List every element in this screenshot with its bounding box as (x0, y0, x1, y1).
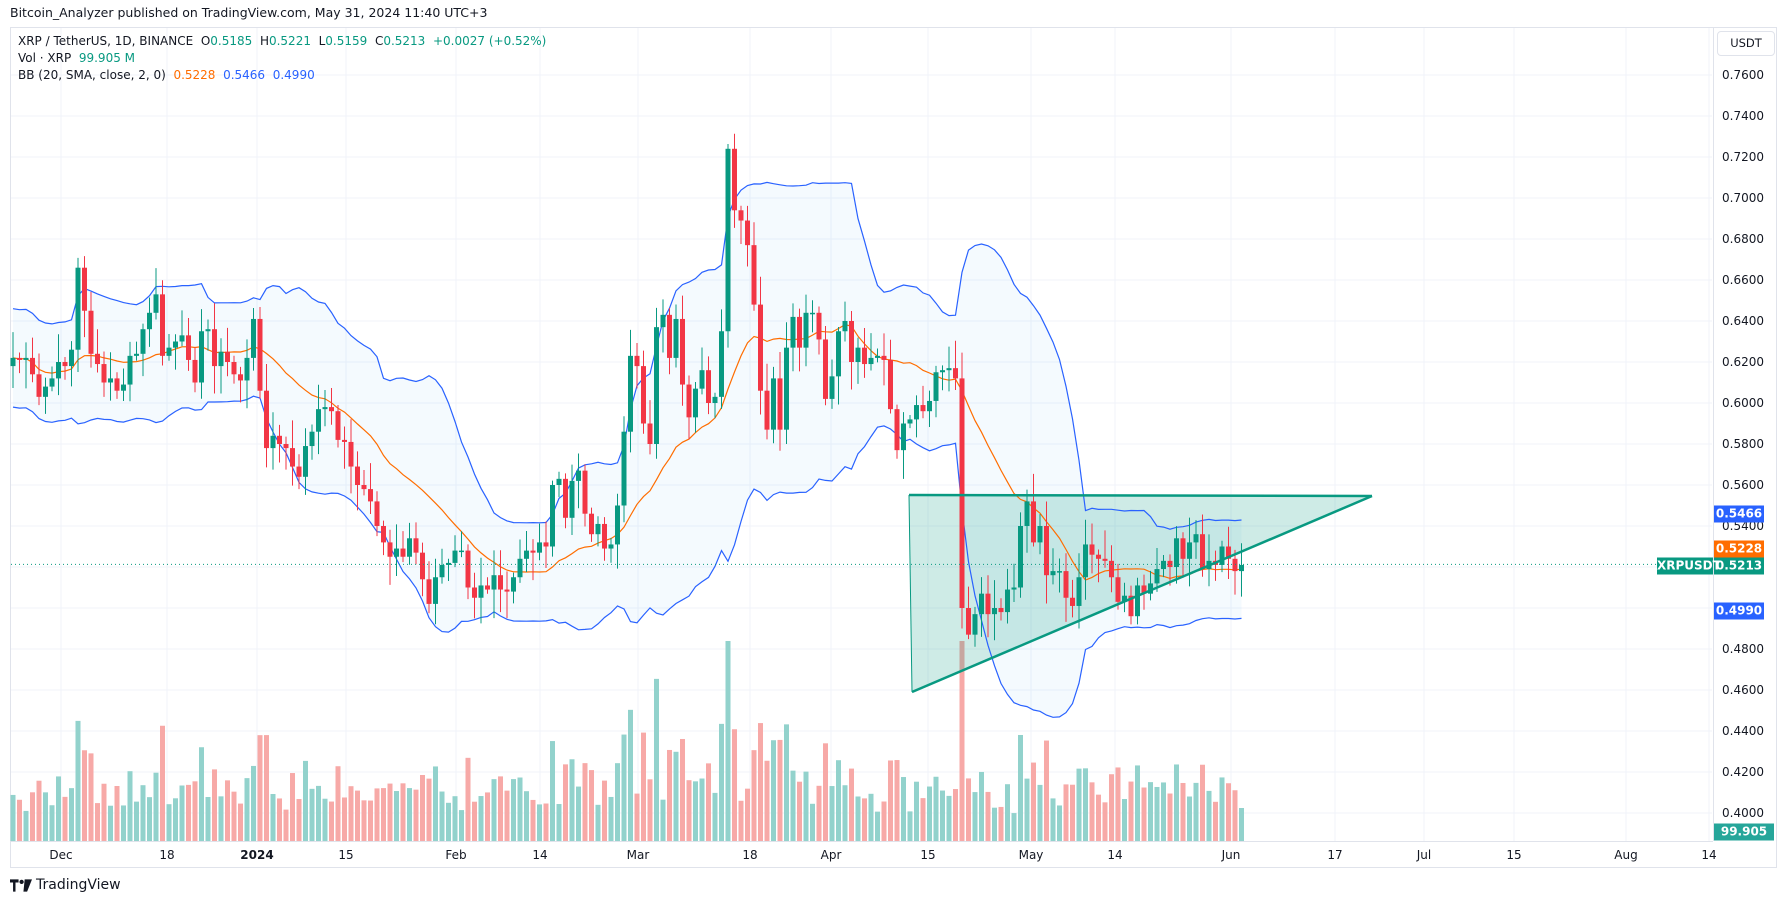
price-axis[interactable] (1713, 28, 1778, 841)
tradingview-logo[interactable]: TradingView (10, 877, 121, 893)
time-tick: 2024 (240, 848, 274, 862)
legend-low: 0.5159 (325, 34, 368, 48)
symbol-price-tag: XRPUSDT (1657, 557, 1721, 575)
legend-high: 0.5221 (268, 34, 311, 48)
last-price-tag: 0.5213 (1714, 557, 1764, 575)
time-tick: Feb (445, 848, 467, 862)
time-tick: 17 (1327, 848, 1343, 862)
time-tick: Aug (1614, 848, 1638, 862)
legend-bb-basis: 0.5228 (173, 68, 216, 82)
time-tick: May (1018, 848, 1044, 862)
price-tick: 0.5800 (1722, 437, 1764, 451)
legend-symbol[interactable]: XRP / TetherUS, 1D, BINANCE (18, 34, 194, 48)
price-tick: 0.6400 (1722, 314, 1764, 328)
price-tick: 0.6000 (1722, 396, 1764, 410)
legend-volume-value: 99.905 M (78, 51, 135, 65)
time-axis[interactable] (10, 841, 1713, 869)
price-tick: 0.4800 (1722, 642, 1764, 656)
chart-frame (10, 27, 1777, 868)
time-tick: 18 (742, 848, 758, 862)
price-tick: 0.4200 (1722, 765, 1764, 779)
time-tick: 14 (1107, 848, 1123, 862)
time-tick: 14 (532, 848, 548, 862)
tradingview-logo-icon (10, 878, 32, 892)
price-tick: 0.7600 (1722, 68, 1764, 82)
price-tick: 0.4000 (1722, 806, 1764, 820)
time-tick: 15 (920, 848, 936, 862)
bb-lower-price-tag: 0.4990 (1714, 602, 1764, 620)
legend-ohlc: XRP / TetherUS, 1D, BINANCE O0.5185 H0.5… (18, 34, 547, 48)
time-tick: 15 (338, 848, 354, 862)
legend-bollinger: BB (20, SMA, close, 2, 0) 0.5228 0.5466 … (18, 68, 315, 82)
price-tick: 0.7000 (1722, 191, 1764, 205)
price-tick: 0.6200 (1722, 355, 1764, 369)
legend-change: +0.0027 (+0.52%) (432, 34, 547, 48)
price-tick: 0.5600 (1722, 478, 1764, 492)
time-tick: Jun (1221, 848, 1241, 862)
legend-bb-lower: 0.4990 (272, 68, 315, 82)
legend-bb-upper: 0.5466 (223, 68, 266, 82)
price-tick: 0.7400 (1722, 109, 1764, 123)
time-tick: Apr (820, 848, 842, 862)
legend-close: 0.5213 (383, 34, 426, 48)
price-tick: 0.6600 (1722, 273, 1764, 287)
currency-button[interactable]: USDT (1717, 31, 1775, 56)
legend-open: 0.5185 (210, 34, 253, 48)
price-tick: 0.7200 (1722, 150, 1764, 164)
time-tick: 18 (159, 848, 175, 862)
price-tick: 0.6800 (1722, 232, 1764, 246)
legend-volume: Vol · XRP 99.905 M (18, 51, 135, 65)
bb-basis-price-tag: 0.5228 (1714, 540, 1764, 558)
price-tick: 0.4600 (1722, 683, 1764, 697)
time-tick: 15 (1506, 848, 1522, 862)
publisher-line: Bitcoin_Analyzer published on TradingVie… (10, 5, 488, 20)
price-tick: 0.4400 (1722, 724, 1764, 738)
time-tick: Mar (626, 848, 650, 862)
volume-tag: 99.905 M (1714, 823, 1774, 856)
price-tick: 0.5400 (1722, 519, 1764, 533)
time-tick: Dec (49, 848, 73, 862)
chart-legend: XRP / TetherUS, 1D, BINANCE O0.5185 H0.5… (18, 33, 546, 84)
time-tick: 14 (1701, 848, 1717, 862)
time-tick: Jul (1416, 848, 1432, 862)
tradingview-brand: TradingView (36, 877, 121, 893)
bb-upper-price-tag: 0.5466 (1714, 505, 1764, 523)
